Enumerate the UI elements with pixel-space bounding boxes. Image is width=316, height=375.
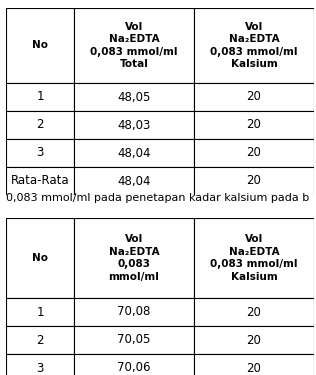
Bar — [74, 218, 194, 298]
Bar — [6, 167, 74, 195]
Text: 20: 20 — [246, 147, 261, 159]
Bar — [6, 218, 74, 298]
Text: 20: 20 — [246, 362, 261, 375]
Bar — [194, 167, 314, 195]
Text: 20: 20 — [246, 333, 261, 346]
Text: 2: 2 — [36, 333, 44, 346]
Text: 20: 20 — [246, 90, 261, 104]
Text: 2: 2 — [36, 118, 44, 132]
Bar — [6, 8, 74, 83]
Bar — [194, 111, 314, 139]
Bar — [74, 298, 194, 326]
Bar — [6, 354, 74, 375]
Text: 1: 1 — [36, 90, 44, 104]
Text: 20: 20 — [246, 306, 261, 318]
Bar — [6, 326, 74, 354]
Bar — [74, 354, 194, 375]
Bar — [194, 8, 314, 83]
Text: 70,06: 70,06 — [117, 362, 151, 375]
Text: No: No — [32, 253, 48, 263]
Bar — [6, 298, 74, 326]
Bar — [74, 83, 194, 111]
Text: 70,08: 70,08 — [117, 306, 151, 318]
Text: No: No — [32, 40, 48, 51]
Text: 0,083 mmol/ml pada penetapan kadar kalsium pada b: 0,083 mmol/ml pada penetapan kadar kalsi… — [6, 193, 309, 203]
Text: 3: 3 — [36, 147, 44, 159]
Text: 48,03: 48,03 — [117, 118, 151, 132]
Bar — [194, 354, 314, 375]
Bar — [6, 139, 74, 167]
Text: 48,04: 48,04 — [117, 174, 151, 188]
Text: 20: 20 — [246, 118, 261, 132]
Bar — [194, 218, 314, 298]
Text: Vol
Na₂EDTA
0,083 mmol/ml
Kalsium: Vol Na₂EDTA 0,083 mmol/ml Kalsium — [210, 22, 298, 69]
Text: Vol
Na₂EDTA
0,083 mmol/ml
Kalsium: Vol Na₂EDTA 0,083 mmol/ml Kalsium — [210, 234, 298, 282]
Text: 48,04: 48,04 — [117, 147, 151, 159]
Text: Rata-Rata: Rata-Rata — [11, 174, 69, 188]
Text: 1: 1 — [36, 306, 44, 318]
Bar — [194, 326, 314, 354]
Text: Vol
Na₂EDTA
0,083 mmol/ml
Total: Vol Na₂EDTA 0,083 mmol/ml Total — [90, 22, 178, 69]
Bar — [6, 83, 74, 111]
Bar — [74, 139, 194, 167]
Bar — [74, 111, 194, 139]
Bar — [74, 167, 194, 195]
Text: 3: 3 — [36, 362, 44, 375]
Bar — [6, 111, 74, 139]
Bar — [74, 8, 194, 83]
Bar — [194, 83, 314, 111]
Bar — [74, 326, 194, 354]
Text: 20: 20 — [246, 174, 261, 188]
Bar — [194, 298, 314, 326]
Text: 48,05: 48,05 — [117, 90, 151, 104]
Text: 70,05: 70,05 — [117, 333, 151, 346]
Text: Vol
Na₂EDTA
0,083
mmol/ml: Vol Na₂EDTA 0,083 mmol/ml — [109, 234, 160, 282]
Bar — [194, 139, 314, 167]
